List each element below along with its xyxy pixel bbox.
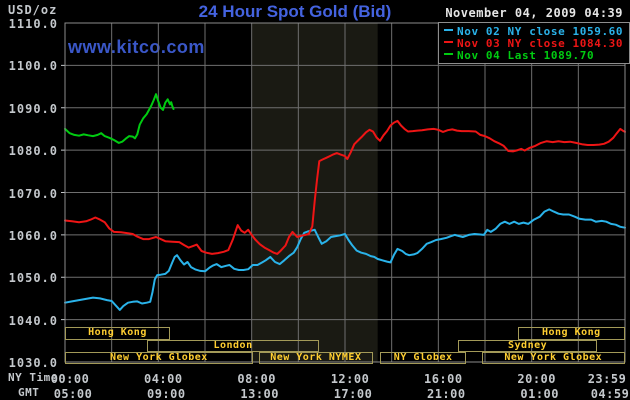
chart-datetime: November 04, 2009 04:39	[445, 6, 623, 20]
y-tick-label: 1090.0	[8, 101, 58, 116]
legend-dash-swatch	[444, 40, 453, 43]
gmt-tick-label: 13:00	[240, 387, 279, 400]
y-tick-label: 1030.0	[8, 356, 58, 370]
session-bar-new-york-globex: New York Globex	[65, 351, 253, 364]
gmt-tick-label: 05:00	[53, 387, 93, 400]
gmt-tick-label: 21:00	[426, 387, 466, 400]
gmt-tick-label: 04:59	[590, 387, 630, 400]
session-bar-new-york-globex: New York Globex	[481, 351, 625, 364]
legend-label: Nov 04 Last 1089.70	[457, 49, 595, 62]
y-tick-label: 1100.0	[8, 59, 58, 74]
ny-time-tick-label: 23:59	[587, 372, 627, 386]
page-title: 24 Hour Spot Gold (Bid)	[198, 2, 392, 21]
legend-dash-swatch	[444, 52, 453, 55]
legend-entry: Nov 04 Last 1089.70	[443, 48, 629, 62]
legend-entry: Nov 02 NY close 1059.60	[443, 24, 629, 38]
ny-time-tick-label: 08:00	[237, 372, 276, 386]
legend-label: Nov 02 NY close 1059.60	[457, 25, 624, 38]
session-bar-ny-globex: NY Globex	[380, 351, 467, 364]
y-tick-label: 1110.0	[8, 17, 58, 31]
series-line-0	[64, 208, 626, 311]
kitco-watermark: www.kitco.com	[68, 37, 205, 57]
ny-time-tick-label: 20:00	[517, 372, 556, 386]
legend-dash-swatch	[444, 28, 453, 31]
series-line-2	[64, 93, 175, 144]
session-bar-new-york-nymex: New York NYMEX	[258, 351, 373, 364]
plot-border	[64, 22, 626, 363]
ny-time-tick-label: 16:00	[423, 372, 463, 386]
session-bar-london: London	[146, 339, 320, 352]
y-tick-label: 1060.0	[8, 228, 58, 243]
session-bar-hong-kong: Hong Kong	[517, 327, 625, 340]
legend-entry: Nov 03 NY close 1084.30	[443, 36, 629, 50]
gmt-tick-label: 09:00	[146, 387, 186, 400]
session-bar-sydney: Sydney	[458, 339, 597, 352]
gmt-axis-label: GMT	[18, 386, 40, 399]
legend-box: Nov 02 NY close 1059.60 Nov 03 NY close 1…	[438, 22, 630, 64]
ny-time-tick-label: 12:00	[330, 372, 370, 386]
y-axis-units-label: USD/oz	[8, 3, 58, 17]
y-tick-label: 1050.0	[8, 271, 58, 286]
gmt-tick-label: 01:00	[520, 387, 559, 400]
gmt-tick-label: 17:00	[333, 387, 373, 400]
legend-label: Nov 03 NY close 1084.30	[457, 37, 624, 50]
ny-time-tick-label: 00:00	[50, 372, 90, 386]
ny-time-tick-label: 04:00	[143, 372, 183, 386]
y-tick-label: 1040.0	[8, 313, 58, 328]
y-tick-label: 1070.0	[8, 186, 58, 201]
series-line-1	[64, 119, 626, 255]
session-bar-hong-kong: Hong Kong	[65, 327, 170, 340]
y-tick-label: 1080.0	[8, 144, 58, 159]
ny-time-axis-label: NY Time	[8, 371, 58, 384]
